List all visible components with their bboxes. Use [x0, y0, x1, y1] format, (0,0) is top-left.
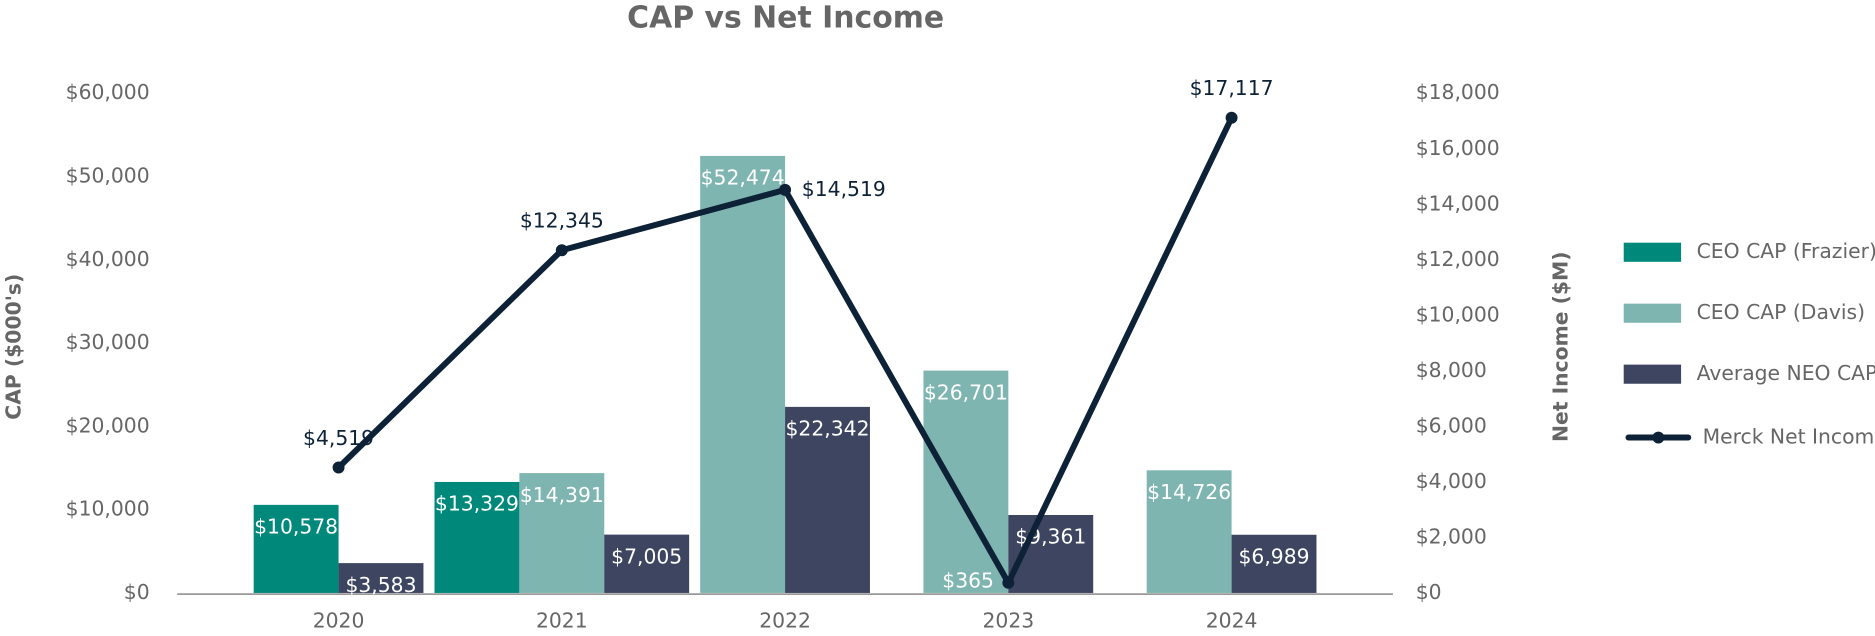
legend-swatch [1652, 431, 1665, 444]
bar-value-label: $10,578 [254, 515, 338, 539]
bar-value-label: $52,474 [701, 166, 785, 190]
y2-axis-title: Net Income ($M) [1549, 251, 1573, 442]
bar [785, 406, 870, 593]
y2-tick-label: $18,000 [1416, 80, 1500, 104]
legend-label: Merck Net Income [1703, 425, 1875, 449]
bar [1231, 534, 1317, 593]
bar [604, 534, 690, 593]
bar [434, 481, 520, 593]
line-value-label: $14,519 [802, 177, 886, 201]
x-tick-label: 2021 [536, 609, 588, 633]
bar [519, 473, 605, 593]
x-tick-label: 2022 [759, 609, 811, 633]
y2-tick-label: $0 [1416, 580, 1442, 604]
line-value-label: $365 [942, 569, 994, 593]
legend-label: CEO CAP (Davis) [1697, 300, 1865, 324]
y-axis-title: CAP ($000's) [2, 274, 26, 420]
y2-tick-label: $4,000 [1416, 469, 1487, 493]
y2-tick-label: $12,000 [1416, 247, 1500, 271]
legend-swatch [1623, 303, 1682, 323]
bar [1146, 470, 1232, 593]
bar-value-label: $14,391 [520, 483, 604, 507]
y2-tick-label: $14,000 [1416, 191, 1500, 215]
bar-value-label: $3,583 [345, 573, 416, 597]
bar [700, 155, 786, 593]
x-tick-label: 2020 [313, 609, 365, 633]
y-tick-label: $30,000 [66, 330, 150, 354]
line-point [1225, 111, 1238, 124]
y2-tick-label: $6,000 [1416, 413, 1487, 437]
y2-tick-label: $8,000 [1416, 358, 1487, 382]
chart-title: CAP vs Net Income [627, 1, 944, 36]
legend-swatch [1623, 364, 1682, 384]
line-point [1002, 576, 1015, 589]
legend-label: Average NEO CAP [1697, 361, 1875, 385]
y2-tick-label: $10,000 [1416, 302, 1500, 326]
bar-value-label: $22,342 [786, 417, 870, 441]
bar-value-label: $6,989 [1238, 544, 1309, 568]
bar-value-label: $26,701 [924, 380, 1008, 404]
y-tick-label: $50,000 [66, 164, 150, 188]
y-tick-label: $0 [124, 580, 150, 604]
y-tick-label: $10,000 [66, 497, 150, 521]
bar [253, 504, 339, 593]
bar-value-label: $7,005 [611, 544, 682, 568]
x-tick-label: 2024 [1206, 609, 1258, 633]
line-value-label: $17,117 [1190, 76, 1274, 100]
y-tick-label: $20,000 [66, 413, 150, 437]
y-tick-label: $40,000 [66, 247, 150, 271]
line-point [332, 461, 345, 474]
x-tick-label: 2023 [982, 609, 1034, 633]
line-value-label: $4,519 [303, 426, 374, 450]
bar-value-label: $13,329 [435, 492, 519, 516]
y2-tick-label: $16,000 [1416, 136, 1500, 160]
y-tick-label: $60,000 [66, 80, 150, 104]
line-value-label: $12,345 [520, 209, 604, 233]
line-point [779, 183, 792, 196]
bar-value-label: $14,726 [1147, 480, 1231, 504]
y2-tick-label: $2,000 [1416, 524, 1487, 548]
line-point [555, 244, 568, 257]
legend-label: CEO CAP (Frazier) [1697, 239, 1875, 263]
bar [338, 563, 424, 593]
legend-swatch [1623, 242, 1682, 262]
